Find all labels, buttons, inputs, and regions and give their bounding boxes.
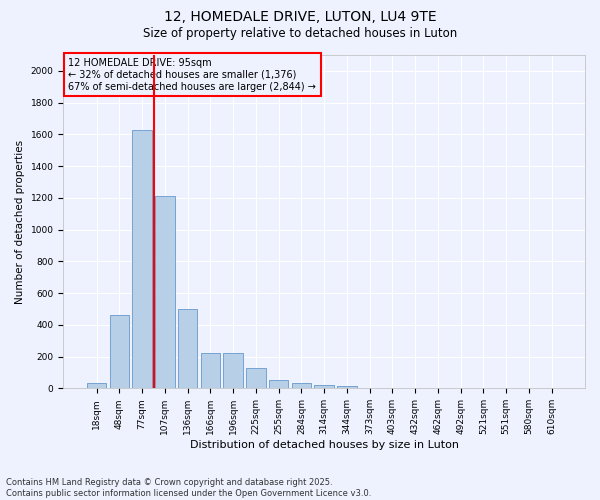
Y-axis label: Number of detached properties: Number of detached properties	[15, 140, 25, 304]
Bar	[133, 130, 152, 388]
Bar	[269, 380, 289, 388]
Bar	[155, 196, 175, 388]
Bar	[87, 383, 106, 388]
Text: 12, HOMEDALE DRIVE, LUTON, LU4 9TE: 12, HOMEDALE DRIVE, LUTON, LU4 9TE	[164, 10, 436, 24]
Bar	[110, 314, 129, 388]
Bar	[314, 385, 334, 388]
Text: Size of property relative to detached houses in Luton: Size of property relative to detached ho…	[143, 28, 457, 40]
Text: 12 HOMEDALE DRIVE: 95sqm
← 32% of detached houses are smaller (1,376)
67% of sem: 12 HOMEDALE DRIVE: 95sqm ← 32% of detach…	[68, 58, 316, 92]
Bar	[223, 352, 243, 388]
Text: Contains HM Land Registry data © Crown copyright and database right 2025.
Contai: Contains HM Land Registry data © Crown c…	[6, 478, 371, 498]
Bar	[337, 386, 356, 388]
Bar	[292, 383, 311, 388]
Bar	[201, 352, 220, 388]
Bar	[246, 368, 266, 388]
Bar	[178, 309, 197, 388]
X-axis label: Distribution of detached houses by size in Luton: Distribution of detached houses by size …	[190, 440, 458, 450]
